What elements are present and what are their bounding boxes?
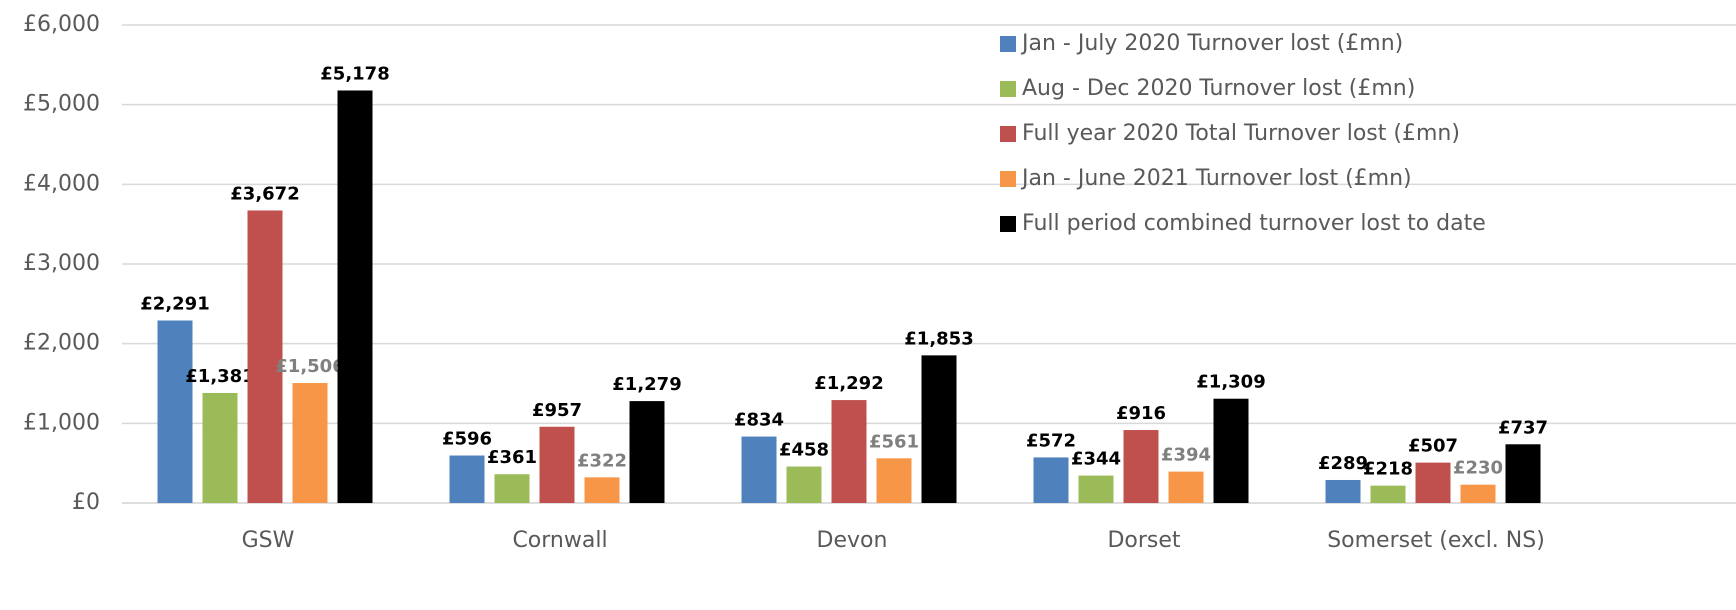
legend-swatch xyxy=(1000,216,1016,232)
data-label: £957 xyxy=(532,400,582,421)
data-label: £1,853 xyxy=(904,328,973,349)
data-label: £596 xyxy=(442,429,492,450)
data-label: £834 xyxy=(734,410,784,431)
data-label: £230 xyxy=(1453,458,1503,479)
legend-label: Full year 2020 Total Turnover lost (£mn) xyxy=(1022,121,1460,146)
data-label: £2,291 xyxy=(140,293,209,314)
x-tick-label: Dorset xyxy=(1107,528,1180,553)
data-label: £1,292 xyxy=(814,373,883,394)
bar xyxy=(1168,471,1204,503)
data-label: £394 xyxy=(1161,445,1211,466)
legend-label: Jan - July 2020 Turnover lost (£mn) xyxy=(1020,31,1403,56)
data-label: £1,309 xyxy=(1196,372,1265,393)
x-tick-label: Devon xyxy=(817,528,888,553)
bar xyxy=(337,90,373,504)
legend-label: Jan - June 2021 Turnover lost (£mn) xyxy=(1020,166,1412,191)
data-label: £1,506 xyxy=(275,356,344,377)
x-tick-label: GSW xyxy=(242,528,295,553)
x-tick-label: Somerset (excl. NS) xyxy=(1327,528,1545,553)
data-label: £3,672 xyxy=(230,183,299,204)
bar xyxy=(876,458,912,503)
x-tick-label: Cornwall xyxy=(512,528,607,553)
bar xyxy=(831,400,867,503)
data-label: £289 xyxy=(1318,453,1368,474)
bar xyxy=(1078,475,1114,503)
data-label: £1,279 xyxy=(612,374,681,395)
legend-swatch xyxy=(1000,81,1016,97)
data-label: £344 xyxy=(1071,449,1121,470)
bar xyxy=(629,401,665,503)
legend-swatch xyxy=(1000,36,1016,52)
bar xyxy=(1460,484,1496,503)
data-label: £322 xyxy=(577,450,627,471)
bar xyxy=(1033,457,1069,503)
bar xyxy=(494,474,530,503)
bar xyxy=(202,392,238,503)
data-label: £916 xyxy=(1116,403,1166,424)
data-label: £507 xyxy=(1408,436,1458,457)
bar xyxy=(1370,485,1406,503)
bar xyxy=(292,383,328,503)
y-tick-label: £0 xyxy=(72,490,100,515)
bar xyxy=(1415,462,1451,503)
data-label: £737 xyxy=(1498,417,1548,438)
bar xyxy=(921,355,957,503)
bar xyxy=(786,466,822,503)
data-label: £458 xyxy=(779,440,829,461)
y-tick-label: £6,000 xyxy=(23,12,100,37)
bar xyxy=(1325,479,1361,503)
y-tick-label: £4,000 xyxy=(23,171,100,196)
bar xyxy=(1213,398,1249,503)
legend-swatch xyxy=(1000,171,1016,187)
data-label: £1,381 xyxy=(185,366,254,387)
y-tick-label: £5,000 xyxy=(23,92,100,117)
bar xyxy=(741,436,777,503)
data-label: £572 xyxy=(1026,430,1076,451)
legend-label: Aug - Dec 2020 Turnover lost (£mn) xyxy=(1022,76,1415,101)
bar xyxy=(539,426,575,503)
legend-swatch xyxy=(1000,126,1016,142)
bar xyxy=(1505,444,1541,503)
bar xyxy=(157,320,193,503)
y-tick-label: £2,000 xyxy=(23,331,100,356)
data-label: £5,178 xyxy=(320,63,389,84)
bar xyxy=(1123,430,1159,503)
data-label: £561 xyxy=(869,431,919,452)
bar xyxy=(584,477,620,503)
data-label: £361 xyxy=(487,447,537,468)
legend-label: Full period combined turnover lost to da… xyxy=(1022,211,1486,236)
y-tick-label: £3,000 xyxy=(23,251,100,276)
bar xyxy=(449,455,485,503)
y-tick-label: £1,000 xyxy=(23,410,100,435)
bar xyxy=(247,210,283,504)
data-label: £218 xyxy=(1363,459,1413,480)
